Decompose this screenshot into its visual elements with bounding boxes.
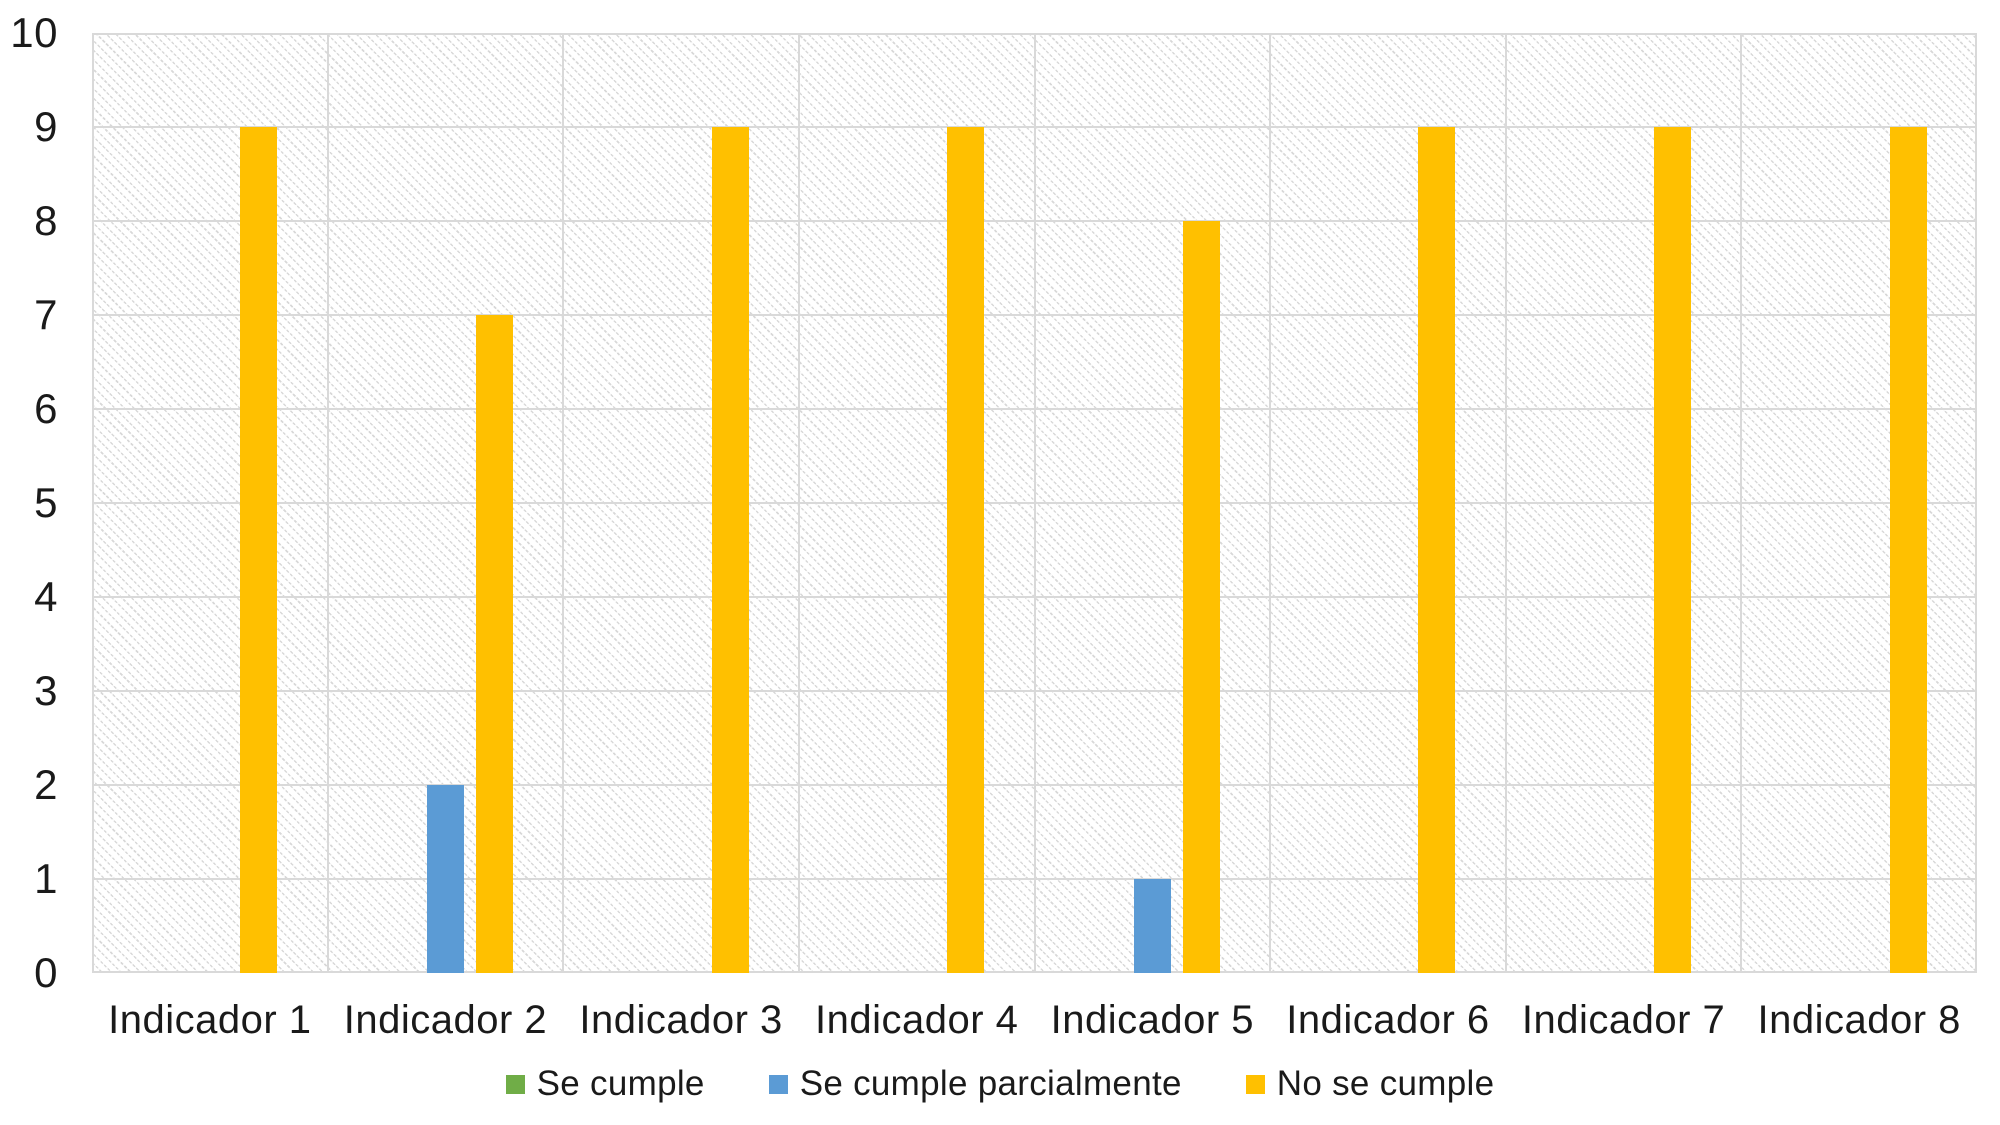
y-tick-label: 9 xyxy=(34,103,58,150)
y-tick-label: 7 xyxy=(34,291,58,338)
gridline-vertical xyxy=(1740,33,1743,973)
x-category-label: Indicador 2 xyxy=(343,998,548,1042)
y-tick-label: 4 xyxy=(34,573,58,620)
x-category-label: Indicador 5 xyxy=(1050,998,1255,1042)
legend-color-marker xyxy=(505,1074,525,1094)
legend-color-marker xyxy=(1245,1074,1265,1094)
gridline-vertical xyxy=(1504,33,1507,973)
bar xyxy=(1133,879,1171,973)
bar xyxy=(1418,127,1456,973)
gridline-vertical xyxy=(1033,33,1036,973)
y-tick-label: 1 xyxy=(34,855,58,902)
bar xyxy=(240,127,278,973)
y-tick-label: 0 xyxy=(34,949,58,996)
x-axis-category-labels: Indicador 1 Indicador 2 Indicador 3 Indicad… xyxy=(92,996,1977,1044)
legend-item-label: Se cumple xyxy=(536,1064,705,1103)
bar xyxy=(426,785,464,973)
bar xyxy=(947,127,985,973)
x-category-label: Indicador 3 xyxy=(579,998,783,1042)
y-tick-label: 3 xyxy=(34,667,58,714)
x-category-label: Indicador 6 xyxy=(1286,998,1490,1042)
gridline-vertical xyxy=(326,33,329,973)
y-axis-tick-labels: 0 1 2 3 4 5 6 7 8 9 10 xyxy=(0,12,58,994)
legend-item: Se cumple parcialmente xyxy=(768,1064,1182,1104)
legend-item: No se cumple xyxy=(1245,1064,1495,1104)
y-tick-label: 2 xyxy=(34,761,58,808)
bar xyxy=(1889,127,1927,973)
gridline-vertical xyxy=(1975,33,1977,973)
bar xyxy=(711,127,749,973)
legend: Se cumple Se cumple parcialmente No se cum… xyxy=(0,1058,2000,1110)
legend-item-label: Se cumple parcialmente xyxy=(799,1064,1182,1103)
gridline-vertical xyxy=(797,33,800,973)
y-tick-label: 8 xyxy=(34,197,58,244)
gridline-vertical xyxy=(562,33,565,973)
x-category-label: Indicador 4 xyxy=(814,998,1019,1042)
bar xyxy=(475,315,513,973)
x-category-label: Indicador 8 xyxy=(1757,998,1961,1042)
legend-color-marker xyxy=(768,1074,788,1094)
bar xyxy=(1654,127,1692,973)
x-category-label: Indicador 7 xyxy=(1521,998,1726,1042)
y-tick-label: 10 xyxy=(10,9,58,56)
legend-item-label: No se cumple xyxy=(1276,1064,1495,1103)
y-tick-label: 5 xyxy=(34,479,58,526)
plot-area xyxy=(92,33,1977,973)
gridline-vertical xyxy=(1269,33,1272,973)
legend-item: Se cumple xyxy=(505,1064,705,1104)
x-category-label: Indicador 1 xyxy=(108,998,312,1042)
gridline-vertical xyxy=(92,33,94,973)
bar xyxy=(1182,221,1220,973)
y-tick-label: 6 xyxy=(34,385,58,432)
